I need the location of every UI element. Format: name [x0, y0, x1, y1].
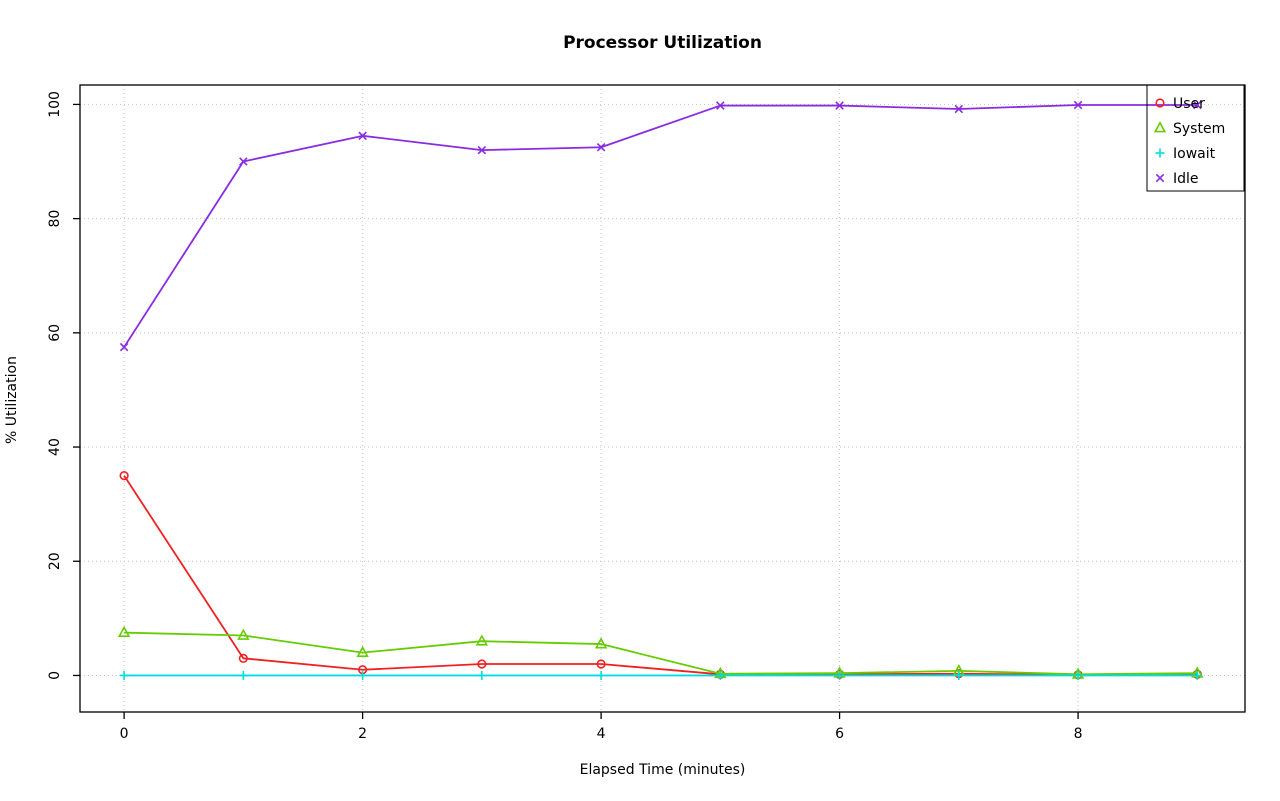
plus-marker-icon [119, 670, 129, 680]
x-marker-icon [596, 142, 606, 152]
x-tick-label: 2 [358, 726, 367, 742]
legend-entry-idle: Idle [1155, 171, 1199, 187]
plus-marker-icon [954, 670, 964, 680]
x-marker-icon [835, 101, 844, 110]
series-line [123, 475, 1198, 676]
series-user [119, 470, 1202, 680]
legend-label-idle: Idle [1173, 171, 1199, 187]
circle-marker-icon [1155, 98, 1165, 108]
plus-marker-icon [1155, 148, 1165, 158]
x-marker-icon [119, 342, 129, 352]
y-tick-label: 40 [47, 438, 63, 456]
x-axis-label: Elapsed Time (minutes) [579, 762, 746, 778]
y-tick-label: 100 [47, 91, 63, 118]
triangle-marker-icon [356, 645, 369, 658]
plus-marker-icon [835, 670, 845, 680]
x-marker-icon [954, 104, 964, 114]
x-marker-icon [477, 145, 487, 155]
triangle-marker-icon [475, 634, 488, 646]
series-line [124, 631, 1198, 676]
circle-marker-icon [477, 659, 487, 669]
gridlines [80, 85, 1245, 712]
triangle-marker-icon [1153, 121, 1167, 133]
y-tick-label: 80 [47, 210, 63, 228]
x-tick-label: 4 [597, 726, 606, 742]
chart-title: Processor Utilization [563, 33, 762, 53]
legend-label-system: System [1173, 121, 1225, 137]
triangle-marker-icon [594, 637, 608, 649]
plus-marker-icon [477, 670, 487, 680]
plus-marker-icon [1192, 670, 1202, 680]
legend-entry-system: System [1153, 121, 1225, 137]
plus-marker-icon [715, 670, 725, 680]
plot-border [79, 84, 1246, 713]
circle-marker-icon [238, 653, 248, 663]
y-tick-label: 20 [47, 552, 63, 570]
legend-entry-iowait: Iowait [1155, 146, 1216, 162]
triangle-marker-icon [117, 625, 131, 638]
legend-label-user: User [1173, 96, 1205, 112]
plus-marker-icon [1073, 670, 1083, 680]
y-tick-label: 0 [47, 671, 63, 680]
legend-label-iowait: Iowait [1173, 146, 1216, 162]
x-marker-icon [1155, 173, 1165, 183]
x-marker-icon [716, 101, 725, 110]
series-idle [119, 100, 1202, 352]
x-marker-icon [358, 131, 367, 141]
plus-marker-icon [358, 670, 368, 680]
series-system [117, 625, 1204, 679]
y-tick-label: 60 [47, 324, 63, 342]
series-iowait [119, 670, 1202, 680]
legend: User System Iowait Idle [1146, 84, 1245, 192]
x-tick-label: 0 [120, 726, 129, 742]
x-tick-label: 8 [1074, 726, 1083, 742]
series-line [123, 104, 1198, 348]
triangle-marker-icon [237, 628, 250, 640]
legend-entry-user: User [1155, 96, 1205, 112]
plus-marker-icon [596, 670, 606, 680]
circle-marker-icon [119, 470, 129, 481]
circle-marker-icon [596, 659, 606, 669]
x-marker-icon [1193, 100, 1202, 110]
x-marker-icon [239, 157, 248, 166]
legend-border [1146, 84, 1245, 192]
plus-marker-icon [238, 670, 248, 680]
x-marker-icon [1073, 100, 1083, 110]
x-tick-label: 6 [835, 726, 844, 742]
